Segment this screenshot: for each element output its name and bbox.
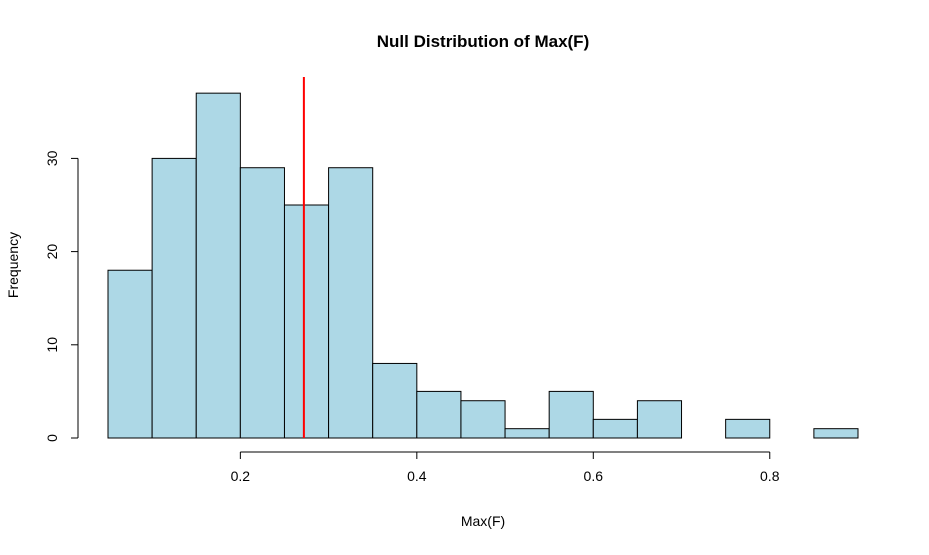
histogram-bar [504, 428, 550, 439]
histogram-bar [239, 167, 285, 439]
y-tick-label: 20 [44, 244, 60, 260]
chart-title: Null Distribution of Max(F) [377, 32, 589, 51]
histogram-bar [813, 428, 859, 439]
histogram-bar [592, 418, 638, 439]
y-tick-label: 0 [44, 434, 60, 442]
histogram-bar [328, 167, 374, 439]
x-tick-label: 0.8 [760, 468, 780, 484]
x-tick-label: 0.2 [231, 468, 251, 484]
histogram-bar [636, 400, 683, 439]
histogram-bar [416, 390, 462, 439]
x-tick-label: 0.4 [407, 468, 427, 484]
histogram-bar [548, 390, 594, 439]
histogram-bar [460, 400, 506, 439]
y-tick-label: 10 [44, 337, 60, 353]
x-tick-label: 0.6 [584, 468, 604, 484]
y-axis: 0 10 20 30 [44, 150, 79, 442]
x-axis-label: Max(F) [461, 513, 505, 529]
histogram-bar [283, 204, 330, 439]
y-tick-label: 30 [44, 150, 60, 166]
histogram-bar [372, 362, 418, 439]
histogram-bar [151, 157, 197, 439]
histogram-bar [195, 92, 241, 439]
bars-group [107, 92, 859, 439]
histogram-bar [107, 269, 153, 439]
y-axis-label: Frequency [5, 232, 21, 298]
x-axis: 0.2 0.4 0.6 0.8 [231, 451, 780, 484]
histogram-bar [725, 418, 771, 439]
